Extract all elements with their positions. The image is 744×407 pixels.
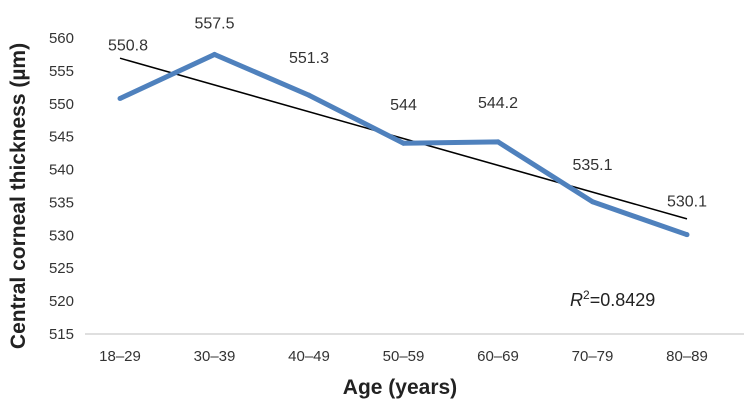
data-point (684, 232, 690, 238)
data-point (212, 51, 217, 57)
r-squared-label: R2=0.8429 (570, 288, 655, 310)
r-squared-value: =0.8429 (590, 290, 656, 310)
y-tick-label: 560 (49, 30, 74, 47)
y-tick-label: 540 (49, 162, 74, 179)
y-tick-label: 520 (49, 293, 74, 310)
y-axis-title: Central corneal thickness (µm) (7, 43, 30, 349)
y-tick-label: 545 (49, 129, 74, 146)
x-axis-title: Age (years) (343, 376, 457, 399)
data-label: 550.8 (108, 38, 148, 55)
y-tick-label: 555 (49, 63, 74, 80)
data-label: 544 (390, 97, 417, 114)
y-tick-label: 525 (49, 260, 74, 277)
data-labels: 550.8 557.5 551.3 544 544.2 535.1 530.1 (108, 15, 707, 210)
data-label: 544.2 (478, 95, 518, 112)
y-tick-label: 535 (49, 194, 74, 211)
y-axis-ticks: 515 520 525 530 535 540 545 550 555 560 (49, 30, 74, 343)
data-point (117, 96, 123, 102)
x-tick-label: 80–89 (666, 348, 708, 365)
data-point (401, 140, 406, 146)
data-label: 535.1 (572, 157, 612, 174)
series-group (117, 51, 690, 238)
x-tick-label: 50–59 (383, 348, 425, 365)
x-axis-ticks: 18–29 30–39 40–49 50–59 60–69 70–79 80–89 (99, 348, 708, 365)
y-tick-label: 530 (49, 227, 74, 244)
y-tick-label: 515 (49, 326, 74, 343)
x-tick-label: 30–39 (194, 348, 236, 365)
y-tick-label: 550 (49, 96, 74, 113)
x-tick-label: 40–49 (288, 348, 330, 365)
data-label: 551.3 (289, 50, 329, 67)
data-label: 557.5 (194, 15, 234, 32)
x-tick-label: 60–69 (477, 348, 519, 365)
r-squared-sup: 2 (583, 288, 590, 302)
trendline (119, 57, 688, 220)
data-point (495, 139, 501, 145)
trendline-group (119, 57, 688, 220)
data-point (306, 92, 312, 98)
x-tick-label: 18–29 (99, 348, 141, 365)
data-point (590, 199, 595, 205)
r-squared-var: R (570, 290, 583, 310)
data-label: 530.1 (667, 194, 707, 211)
x-tick-label: 70–79 (572, 348, 614, 365)
